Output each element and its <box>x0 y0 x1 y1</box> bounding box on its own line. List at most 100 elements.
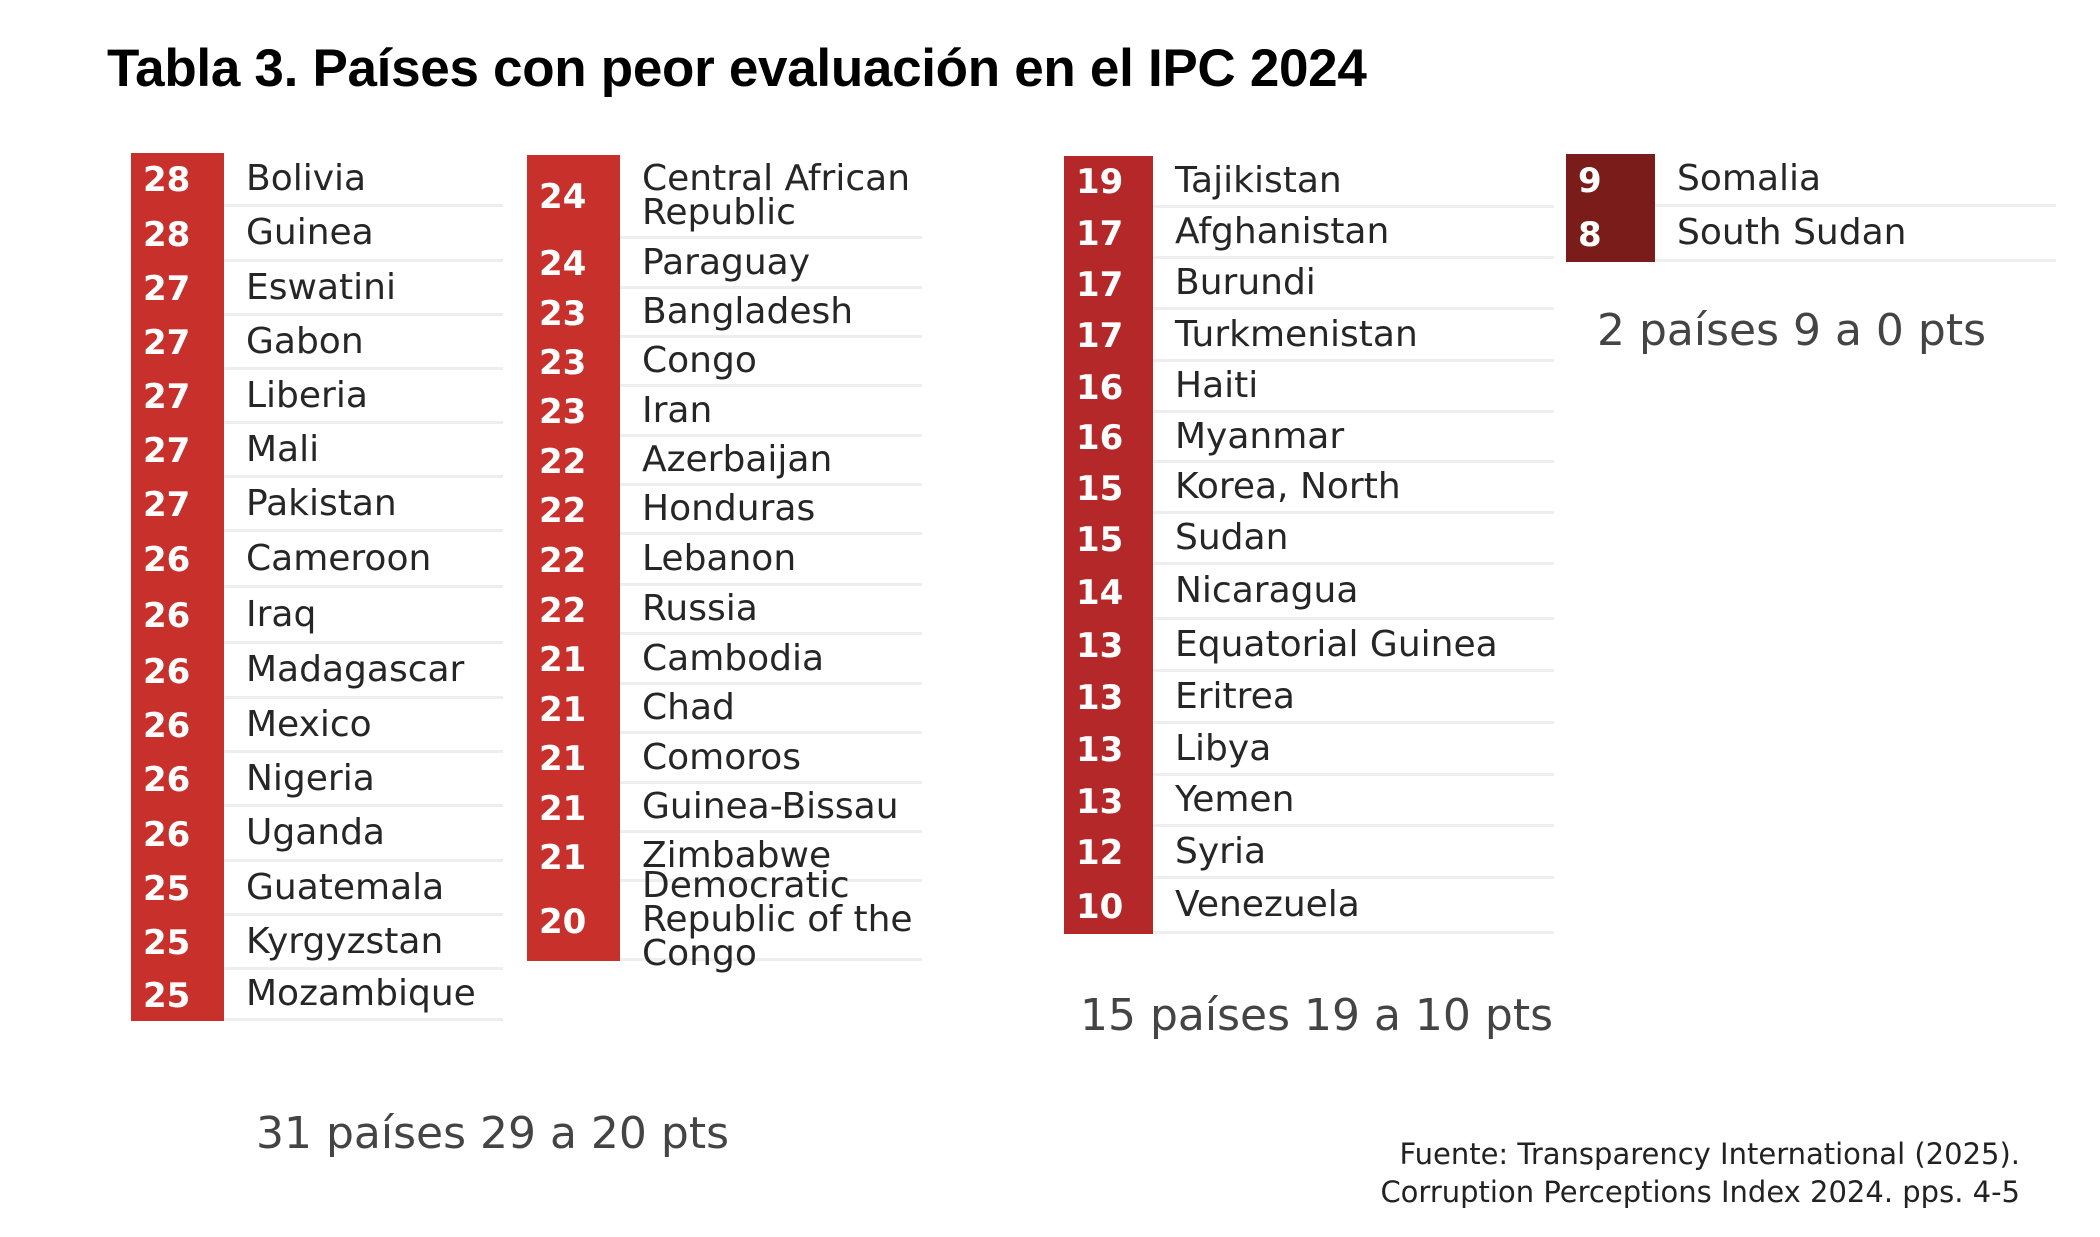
ranking-row: 26 Mexico <box>131 699 503 753</box>
score-badge: 24 <box>527 155 620 239</box>
page-title: Tabla 3. Países con peor evaluación en e… <box>107 39 1367 98</box>
country-name: Mexico <box>246 703 372 745</box>
score-badge: 13 <box>1064 724 1153 776</box>
country-name: Madagascar <box>246 649 465 690</box>
ranking-row: 21 Cambodia <box>527 635 922 685</box>
score-badge: 13 <box>1064 776 1153 827</box>
country-name: Equatorial Guinea <box>1175 623 1498 665</box>
country-name: Haiti <box>1175 365 1259 406</box>
ranking-row: 26 Cameroon <box>131 532 503 588</box>
score-badge: 21 <box>527 784 620 833</box>
score-badge: 16 <box>1064 413 1153 463</box>
score-badge: 26 <box>131 644 224 699</box>
ranking-row: 15 Korea, North <box>1064 463 1554 514</box>
country-name: Honduras <box>642 488 816 529</box>
country-name: Democratic Republic of the Congo <box>642 865 913 974</box>
ranking-row: 27 Pakistan <box>131 478 503 532</box>
ranking-row: 14 Nicaragua <box>1064 565 1554 620</box>
country-name: Paraguay <box>642 241 811 283</box>
score-badge: 27 <box>131 316 224 370</box>
country-name: Mali <box>246 428 320 470</box>
score-badge: 21 <box>527 734 620 784</box>
group-summary-3: 2 países 9 a 0 pts <box>1597 305 1987 356</box>
country-name: Turkmenistan <box>1175 313 1418 355</box>
ranking-row: 22 Honduras <box>527 486 922 535</box>
country-name: South Sudan <box>1677 212 1907 253</box>
ranking-row: 13 Libya <box>1064 724 1554 776</box>
ranking-row: 26 Nigeria <box>131 753 503 807</box>
score-badge: 13 <box>1064 620 1153 672</box>
ranking-row: 21 Chad <box>527 685 922 734</box>
score-badge: 27 <box>131 424 224 478</box>
score-badge: 22 <box>527 486 620 535</box>
score-badge: 21 <box>527 635 620 685</box>
group-summary-1: 31 países 29 a 20 pts <box>256 1108 729 1159</box>
score-badge: 27 <box>131 478 224 532</box>
ranking-row: 13 Eritrea <box>1064 672 1554 724</box>
score-badge: 26 <box>131 588 224 644</box>
score-badge: 15 <box>1064 514 1153 565</box>
country-name: Azerbaijan <box>642 439 833 480</box>
ranking-row: 26 Iraq <box>131 588 503 644</box>
source-line-2: Corruption Perceptions Index 2024. pps. … <box>1380 1175 2020 1209</box>
country-name: Iran <box>642 389 713 431</box>
country-name: Libya <box>1175 727 1272 769</box>
ranking-column-4: 9 Somalia 8 South Sudan <box>1566 154 2056 262</box>
ranking-column-1: 28 Bolivia 28 Guinea 27 Eswatini 27 Gabon 27 Libe… <box>131 153 503 1021</box>
country-name: Bolivia <box>246 157 367 199</box>
ranking-row: 20 Democratic Republic of the Congo <box>527 865 922 974</box>
country-name: Cameroon <box>246 537 432 579</box>
score-badge: 14 <box>1064 565 1153 620</box>
ranking-row: 25 Guatemala <box>131 862 503 916</box>
score-badge: 13 <box>1064 672 1153 724</box>
score-badge: 17 <box>1064 208 1153 259</box>
score-badge: 17 <box>1064 310 1153 362</box>
ranking-row: 8 South Sudan <box>1566 207 2056 262</box>
country-name: Afghanistan <box>1175 211 1390 252</box>
country-name: Chad <box>642 687 735 728</box>
score-badge: 20 <box>527 882 620 961</box>
ranking-row: 22 Lebanon <box>527 535 922 586</box>
country-name: Central African Republic <box>642 157 911 233</box>
country-name: Zimbabwe <box>642 835 832 876</box>
ranking-row: 26 Madagascar <box>131 644 503 699</box>
score-badge: 23 <box>527 289 620 338</box>
country-name: Syria <box>1175 830 1267 872</box>
score-badge: 21 <box>527 685 620 734</box>
ranking-row: 23 Iran <box>527 387 922 437</box>
ranking-row: 10 Venezuela <box>1064 879 1554 934</box>
ranking-row: 27 Mali <box>131 424 503 478</box>
ranking-row: 12 Syria <box>1064 827 1554 879</box>
country-name: Venezuela <box>1175 884 1360 925</box>
country-name: Bangladesh <box>642 291 854 332</box>
ranking-row: 28 Guinea <box>131 207 503 262</box>
score-badge: 19 <box>1064 156 1153 208</box>
score-badge: 22 <box>527 586 620 635</box>
ranking-row: 24 Central African Republic <box>527 155 922 239</box>
ranking-row: 27 Liberia <box>131 370 503 424</box>
country-name: Cambodia <box>642 637 825 679</box>
score-badge: 12 <box>1064 827 1153 879</box>
score-badge: 28 <box>131 207 224 262</box>
ranking-row: 21 Zimbabwe <box>527 833 922 882</box>
ranking-row: 25 Kyrgyzstan <box>131 916 503 970</box>
country-name: Korea, North <box>1175 466 1401 507</box>
country-name: Tajikistan <box>1175 159 1342 201</box>
score-badge: 25 <box>131 970 224 1021</box>
ranking-row: 23 Congo <box>527 338 922 387</box>
ranking-row: 23 Bangladesh <box>527 289 922 338</box>
country-name: Lebanon <box>642 538 797 579</box>
ranking-row: 9 Somalia <box>1566 154 2056 207</box>
score-badge: 24 <box>527 239 620 289</box>
country-name: Somalia <box>1677 158 1822 199</box>
ranking-row: 22 Russia <box>527 586 922 635</box>
score-badge: 23 <box>527 338 620 387</box>
country-name: Mozambique <box>246 973 476 1014</box>
score-badge: 27 <box>131 370 224 424</box>
ranking-row: 24 Paraguay <box>527 239 922 289</box>
score-badge: 22 <box>527 437 620 486</box>
country-name: Kyrgyzstan <box>246 920 444 962</box>
country-name: Iraq <box>246 593 317 635</box>
country-name: Nigeria <box>246 757 375 799</box>
score-badge: 23 <box>527 387 620 437</box>
